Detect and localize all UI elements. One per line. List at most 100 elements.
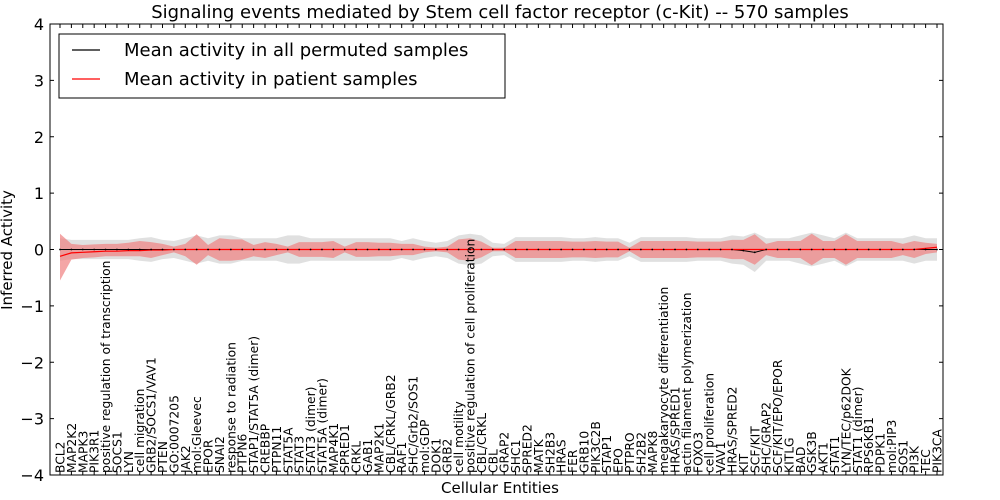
x-tick-label: MAP4K1 — [327, 423, 341, 473]
legend-box — [58, 33, 506, 99]
x-tick-label: MAPK8 — [646, 431, 660, 473]
permuted-point — [298, 248, 301, 251]
permuted-point — [218, 248, 221, 251]
permuted-point — [70, 248, 73, 251]
x-tick-label: megakaryocyte differentiation — [657, 287, 671, 473]
permuted-point — [685, 248, 688, 251]
permuted-point — [400, 248, 403, 251]
x-tick-label: BAD — [794, 447, 808, 473]
x-tick-label: STAT3 (dimer) — [304, 387, 318, 473]
x-tick-label: STAP1/STAT5A (dimer) — [247, 336, 261, 473]
permuted-point — [583, 248, 585, 251]
y-tick-label: −4 — [20, 466, 44, 485]
permuted-point — [822, 248, 825, 251]
permuted-point — [526, 248, 528, 251]
permuted-point — [93, 248, 96, 251]
permuted-point — [275, 248, 278, 251]
x-tick-label: CBL/CRKL/GRB2 — [384, 374, 398, 473]
permuted-point — [765, 248, 768, 251]
permuted-point — [366, 248, 369, 251]
x-tick-label: PTPRO — [623, 432, 637, 473]
x-tick-label: STAP1 — [600, 435, 614, 473]
permuted-point — [207, 248, 209, 251]
x-tick-label: SH2B2 — [634, 432, 648, 473]
x-tick-label: PIK3C2B — [589, 421, 603, 473]
x-tick-label: response to radiation — [224, 342, 238, 473]
permuted-point — [810, 248, 813, 251]
x-tick-label: MATK — [532, 438, 546, 473]
permuted-point — [446, 248, 449, 251]
permuted-point — [844, 248, 847, 251]
x-tick-label: PTEN — [156, 441, 170, 473]
x-tick-label: FOXO3 — [691, 432, 705, 473]
permuted-point — [229, 248, 232, 251]
x-tick-label: RPS6KB1 — [862, 417, 876, 473]
permuted-point — [241, 248, 244, 251]
x-tick-label: HRAS/SPRED1 — [669, 387, 683, 473]
permuted-point — [252, 248, 255, 251]
x-tick-label: MAP2K1 — [372, 423, 386, 473]
permuted-point — [594, 248, 597, 251]
x-tick-label: TEC — [919, 449, 933, 474]
x-tick-label: actin filament polymerization — [680, 292, 694, 473]
permuted-point — [150, 248, 153, 251]
permuted-point — [343, 248, 346, 251]
x-tick-label: LYN — [122, 451, 136, 473]
permuted-point — [172, 248, 175, 251]
x-tick-label: SPRED1 — [338, 424, 352, 473]
permuted-point — [901, 248, 904, 251]
x-tick-label: SHC/GRAP2 — [760, 402, 774, 473]
x-tick-label: mol:GDP — [418, 420, 432, 473]
x-tick-label: DOK1 — [429, 438, 443, 473]
permuted-point — [104, 248, 107, 251]
permuted-point — [708, 248, 711, 251]
permuted-point — [617, 248, 619, 251]
permuted-point — [742, 249, 745, 252]
permuted-point — [788, 248, 790, 251]
permuted-point — [321, 248, 323, 251]
x-tick-label: SPRED2 — [520, 424, 534, 473]
x-tick-label: SNAI2 — [213, 436, 227, 473]
permuted-point — [184, 248, 187, 251]
permuted-point — [309, 248, 312, 251]
y-tick-label: 4 — [34, 15, 44, 34]
x-tick-label: GSK3B — [805, 431, 819, 473]
permuted-point — [936, 248, 938, 251]
permuted-point — [434, 248, 437, 251]
permuted-point — [264, 248, 266, 251]
x-tick-label: EPOR — [202, 439, 216, 473]
x-tick-label: RAF1 — [395, 442, 409, 473]
x-tick-label: SHC/Grb2/SOS1 — [407, 376, 421, 473]
x-tick-label: PI3K — [908, 445, 922, 473]
permuted-point — [457, 248, 460, 251]
permuted-point — [639, 248, 642, 251]
x-tick-label: EPO — [612, 448, 626, 473]
permuted-point — [731, 248, 733, 251]
permuted-point — [696, 248, 699, 251]
permuted-point — [195, 248, 198, 251]
x-tick-label: CBL — [486, 449, 500, 473]
x-tick-label: JAK2 — [179, 445, 193, 474]
x-tick-label: GRB2/SOCS1/VAV1 — [145, 357, 159, 473]
permuted-point — [879, 248, 881, 251]
y-tick-label: 0 — [34, 241, 44, 260]
permuted-point — [355, 248, 358, 251]
x-tick-label: HRAS — [555, 439, 569, 473]
permuted-point — [776, 248, 779, 251]
permuted-point — [286, 248, 289, 251]
x-tick-label: cell proliferation — [703, 373, 717, 473]
permuted-point — [127, 248, 130, 251]
x-tick-label: GRAP2 — [498, 432, 512, 473]
patient-line — [59, 246, 938, 257]
x-tick-label: positive regulation of cell proliferatio… — [464, 239, 478, 473]
x-tick-label: positive regulation of transcription — [99, 261, 113, 473]
x-tick-label: KITLG — [782, 437, 796, 473]
x-tick-label: PTPN11 — [270, 426, 284, 473]
patient-band — [60, 233, 937, 281]
y-tick-label: 1 — [34, 184, 44, 203]
x-tick-label: PIK3R1 — [88, 430, 102, 473]
permuted-point — [59, 248, 61, 251]
x-tick-label: CRKL — [350, 441, 364, 473]
permuted-point — [469, 248, 471, 251]
